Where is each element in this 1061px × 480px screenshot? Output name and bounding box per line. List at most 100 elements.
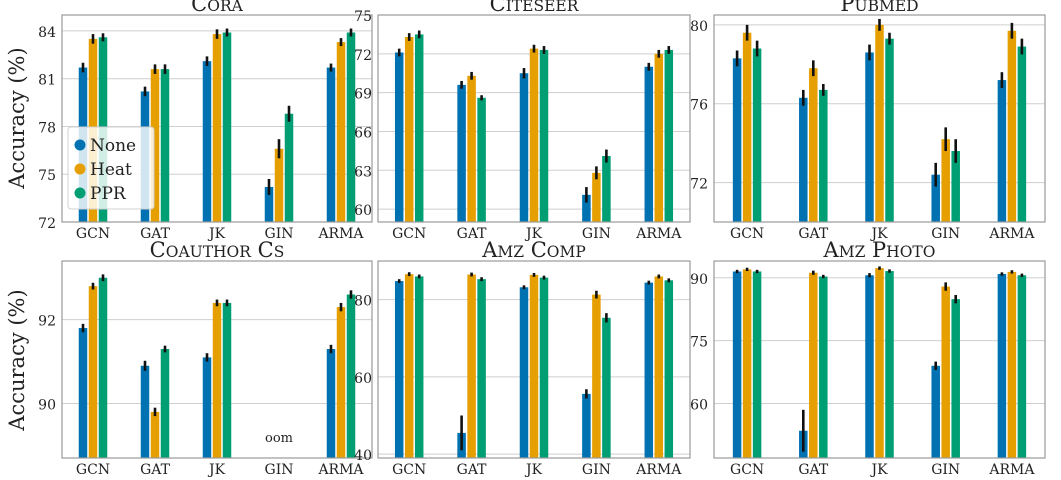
bar-ppr-jk (885, 38, 894, 223)
bar-none-arma (644, 282, 654, 458)
bar-heat-gin (274, 148, 284, 222)
bar-none-jk (519, 287, 529, 458)
bar-none-arma (644, 66, 654, 222)
y-tick-label: 80 (354, 294, 372, 310)
x-tick-label: ARMA (635, 462, 682, 478)
panel-title: PUBMED (840, 0, 918, 16)
bar-ppr-arma (346, 32, 356, 223)
legend-label-none: None (90, 136, 136, 156)
bar-none-gin (582, 393, 591, 458)
y-tick-label: 60 (354, 371, 372, 387)
axes-frame (377, 14, 691, 223)
x-tick-label: JK (524, 226, 543, 242)
bar-none-jk (865, 52, 874, 223)
x-tick-label: ARMA (317, 462, 364, 478)
legend-marker-heat (74, 163, 86, 175)
bar-heat-arma (654, 276, 664, 458)
x-tick-label: GIN (582, 462, 611, 478)
bar-heat-gin (592, 294, 601, 458)
x-tick-label: GIN (582, 226, 611, 242)
bar-heat-gat (809, 272, 818, 458)
y-tick-label: 66 (354, 125, 372, 141)
axes-frame (377, 260, 691, 459)
y-axis-label-row-1: Accuracy (%) (5, 47, 29, 189)
bar-none-gin (931, 365, 940, 458)
x-tick-label: JK (869, 462, 888, 478)
bar-ppr-arma (664, 49, 674, 223)
panel-title: CORA (191, 0, 243, 16)
bar-ppr-gcn (752, 48, 762, 223)
bar-heat-arma (654, 53, 664, 222)
bar-heat-gat (809, 68, 818, 222)
panel-5: AMZ COMP 40 60 80 GCN GAT JK GIN ARMA (354, 238, 691, 478)
legend-label-heat: Heat (90, 160, 132, 180)
x-tick-label: GIN (265, 462, 294, 478)
bar-ppr-gin (951, 299, 960, 458)
panel-title: AMZ COMP (481, 238, 586, 262)
y-tick-label: 72 (38, 216, 56, 232)
legend-label-ppr: PPR (90, 184, 127, 204)
bar-heat-gcn (404, 36, 414, 223)
bar-none-arma (997, 80, 1007, 222)
bar-ppr-gcn (98, 277, 108, 458)
bar-ppr-arma (1017, 275, 1027, 458)
y-axis-label-row-2: Accuracy (%) (5, 289, 29, 431)
bar-none-arma (326, 349, 336, 458)
x-tick-label: GAT (140, 226, 171, 242)
y-tick-label: 72 (354, 48, 372, 64)
x-tick-label: GIN (931, 226, 960, 242)
bar-ppr-jk (222, 32, 232, 223)
y-tick-label: 75 (38, 168, 56, 184)
bar-ppr-gat (477, 279, 486, 458)
bar-heat-gcn (742, 269, 752, 458)
bar-heat-gat (150, 69, 160, 222)
bar-heat-gcn (88, 286, 98, 458)
bar-heat-gcn (742, 32, 752, 222)
bar-ppr-arma (346, 294, 356, 458)
bar-none-gin (931, 174, 940, 222)
x-tick-label: GCN (392, 226, 426, 242)
axes-frame (713, 14, 1046, 223)
bar-ppr-gcn (414, 34, 424, 222)
legend-marker-ppr (74, 187, 86, 199)
bar-ppr-gat (819, 89, 828, 223)
panel-title: CITESEER (490, 0, 580, 16)
panel-1: CORA 72 75 78 81 84 GCN GAT JK GIN ARMA None Heat PPR (38, 0, 373, 242)
bar-ppr-gat (160, 69, 170, 222)
y-tick-label: 69 (354, 87, 372, 103)
x-tick-label: GIN (931, 462, 960, 478)
bar-none-jk (519, 73, 529, 222)
x-tick-label: GAT (798, 462, 829, 478)
bar-heat-gat (467, 274, 476, 458)
x-tick-label: ARMA (988, 462, 1035, 478)
bar-ppr-gin (602, 317, 611, 458)
bar-heat-jk (212, 302, 222, 458)
bar-none-gcn (394, 52, 404, 222)
x-tick-label: GAT (457, 226, 488, 242)
legend-marker-none (74, 139, 86, 151)
bar-none-gcn (732, 58, 742, 222)
y-tick-label: 90 (690, 272, 708, 288)
x-tick-label: GCN (76, 462, 110, 478)
x-tick-label: GAT (798, 226, 829, 242)
y-tick-label: 90 (38, 398, 56, 414)
bar-ppr-jk (539, 49, 549, 223)
legend-box (67, 126, 155, 210)
bar-ppr-gat (477, 97, 486, 222)
bar-ppr-gat (160, 349, 170, 458)
bar-heat-gin (592, 172, 601, 222)
y-tick-label: 75 (354, 9, 372, 25)
bar-ppr-gin (284, 113, 294, 222)
bar-ppr-arma (1017, 46, 1027, 222)
bar-heat-jk (875, 268, 884, 458)
y-tick-label: 40 (354, 448, 372, 464)
bar-heat-jk (212, 34, 222, 222)
bar-heat-jk (875, 24, 884, 222)
bar-heat-arma (336, 42, 346, 222)
y-tick-label: 72 (690, 177, 708, 193)
x-tick-label: GAT (140, 462, 171, 478)
x-tick-label: GIN (265, 226, 294, 242)
bar-none-gcn (732, 271, 742, 458)
bar-ppr-jk (539, 277, 549, 458)
